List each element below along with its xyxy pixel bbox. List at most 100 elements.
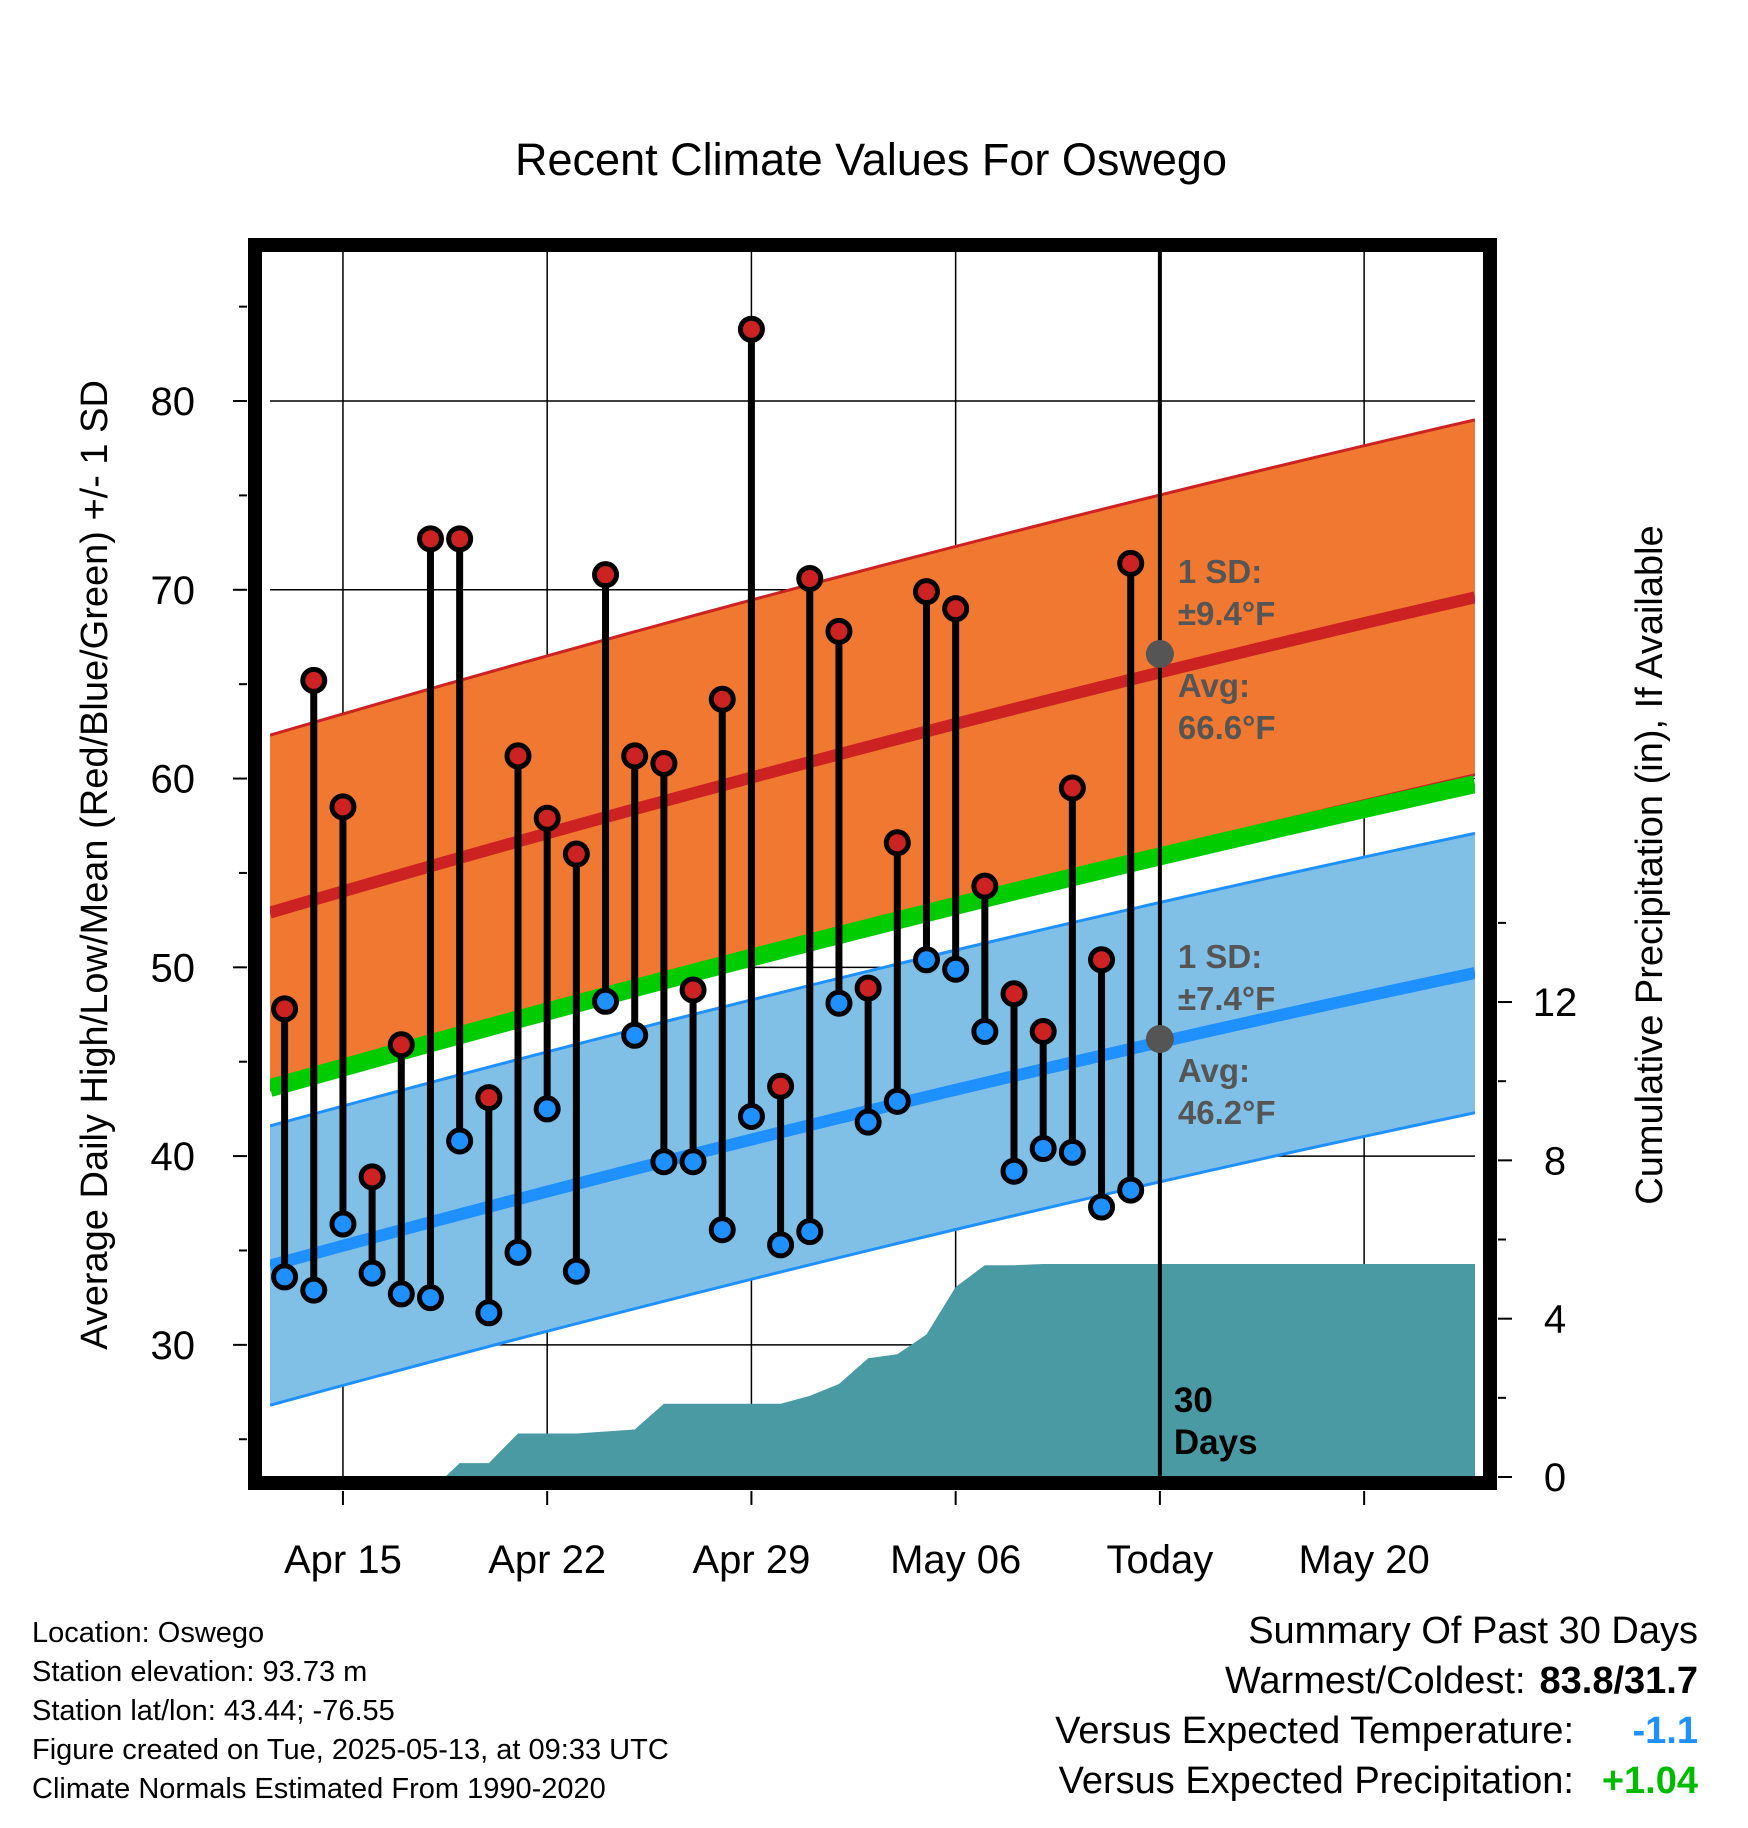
- daily-stems: [281, 329, 1135, 1313]
- low-point: [1029, 1135, 1057, 1163]
- elevation-text: Station elevation: 93.73 m: [32, 1656, 368, 1688]
- low-point: [504, 1238, 532, 1266]
- x-tick-label: Apr 29: [692, 1538, 810, 1582]
- high-normal-line: [270, 591, 1475, 919]
- y2-tick-label: 12: [1533, 981, 1578, 1025]
- high-point: [650, 749, 678, 777]
- summary-temp-row: Versus Expected Temperature: -1.1: [1055, 1710, 1698, 1753]
- high-point: [796, 564, 824, 592]
- low-point: [650, 1148, 678, 1176]
- high-point: [737, 315, 765, 343]
- summary-warmest-row: Warmest/Coldest: 83.8/31.7: [1225, 1660, 1698, 1703]
- low-point: [737, 1102, 765, 1130]
- high-point: [416, 525, 444, 553]
- axis-ticks: [233, 305, 1512, 1505]
- y-axis-title: Average Daily High/Low/Mean (Red/Blue/Gr…: [74, 380, 116, 1350]
- low-sd-value: ±7.4°F: [1178, 980, 1275, 1017]
- high-point: [942, 595, 970, 623]
- high-sd-value: ±9.4°F: [1178, 595, 1275, 632]
- high-point: [854, 974, 882, 1002]
- high-point: [767, 1072, 795, 1100]
- today-low-avg-dot: [1145, 1025, 1174, 1054]
- low-point: [358, 1259, 386, 1287]
- y2-axis-title: Cumulative Precipitation (in), If Availa…: [1629, 525, 1671, 1204]
- high-point: [679, 976, 707, 1004]
- y2-tick-label: 4: [1544, 1298, 1566, 1342]
- low-sd-label: 1 SD:: [1178, 938, 1262, 975]
- high-point: [562, 840, 590, 868]
- created-text: Figure created on Tue, 2025-05-13, at 09…: [32, 1734, 669, 1766]
- high-point: [387, 1031, 415, 1059]
- low-avg-value: 46.2°F: [1178, 1094, 1276, 1131]
- low-sd-upper-line: [270, 831, 1475, 1128]
- low-point: [271, 1263, 299, 1291]
- y-tick-label: 70: [151, 569, 196, 613]
- low-point: [912, 946, 940, 974]
- low-point: [475, 1299, 503, 1327]
- high-point: [1088, 946, 1116, 974]
- high-point: [533, 804, 561, 832]
- y-tick-label: 30: [151, 1324, 196, 1368]
- high-point: [504, 742, 532, 770]
- high-point: [1058, 774, 1086, 802]
- temp-anomaly-label: Versus Expected Temperature:: [1055, 1710, 1574, 1752]
- low-point: [971, 1018, 999, 1046]
- high-point: [446, 525, 474, 553]
- precip-anomaly-label: Versus Expected Precipitation:: [1058, 1760, 1574, 1802]
- chart-title: Recent Climate Values For Oswego: [515, 134, 1227, 185]
- low-point: [796, 1218, 824, 1246]
- high-point: [1117, 549, 1145, 577]
- temp-anomaly-value: -1.1: [1632, 1710, 1698, 1752]
- precip-anomaly-value: +1.04: [1601, 1760, 1698, 1802]
- high-point: [708, 685, 736, 713]
- summary-precip-row: Versus Expected Precipitation: +1.04: [1059, 1760, 1698, 1803]
- x-tick-label: May 06: [890, 1538, 1021, 1582]
- high-point: [1000, 980, 1028, 1008]
- today-high-avg-dot: [1145, 639, 1174, 668]
- high-avg-label: Avg:: [1178, 667, 1250, 704]
- x-tick-label: Apr 22: [488, 1538, 606, 1582]
- low-point: [416, 1284, 444, 1312]
- daily-points: [271, 315, 1145, 1327]
- low-point: [767, 1231, 795, 1259]
- days-word-label: Days: [1174, 1423, 1258, 1462]
- low-point: [1000, 1157, 1028, 1185]
- high-point: [271, 995, 299, 1023]
- y2-tick-label: 8: [1544, 1139, 1566, 1183]
- high-sd-upper-line: [270, 418, 1475, 737]
- low-point: [708, 1216, 736, 1244]
- location-text: Location: Oswego: [32, 1617, 265, 1649]
- y-tick-label: 80: [151, 380, 196, 424]
- low-avg-label: Avg:: [1178, 1052, 1250, 1089]
- high-point: [358, 1163, 386, 1191]
- warmest-value: 83.8/31.7: [1539, 1660, 1698, 1702]
- x-tick-label: Apr 15: [284, 1538, 402, 1582]
- x-tick-label: Today: [1107, 1538, 1214, 1582]
- latlon-text: Station lat/lon: 43.44; -76.55: [32, 1695, 395, 1727]
- low-point: [592, 987, 620, 1015]
- y-tick-label: 50: [151, 946, 196, 990]
- low-point: [387, 1280, 415, 1308]
- low-point: [854, 1108, 882, 1136]
- precip-area: [445, 1264, 1475, 1477]
- low-point: [533, 1095, 561, 1123]
- plot-frame: [248, 238, 1497, 1490]
- mean-normal-line: [270, 775, 1475, 1097]
- low-point: [883, 1087, 911, 1115]
- climate-chart: Recent Climate Values For Oswego 1 SD: ±9.…: [74, 134, 1671, 1582]
- low-point: [562, 1257, 590, 1285]
- y2-tick-label: 0: [1544, 1456, 1566, 1500]
- high-point: [475, 1084, 503, 1112]
- low-point: [1117, 1176, 1145, 1204]
- low-point: [300, 1276, 328, 1304]
- low-point: [825, 989, 853, 1017]
- high-point: [329, 793, 357, 821]
- low-point: [942, 955, 970, 983]
- high-point: [912, 578, 940, 606]
- high-point: [621, 742, 649, 770]
- high-point: [300, 666, 328, 694]
- low-point: [1058, 1138, 1086, 1166]
- high-point: [825, 617, 853, 645]
- normals-period-text: Climate Normals Estimated From 1990-2020: [32, 1773, 606, 1805]
- high-avg-value: 66.6°F: [1178, 709, 1276, 746]
